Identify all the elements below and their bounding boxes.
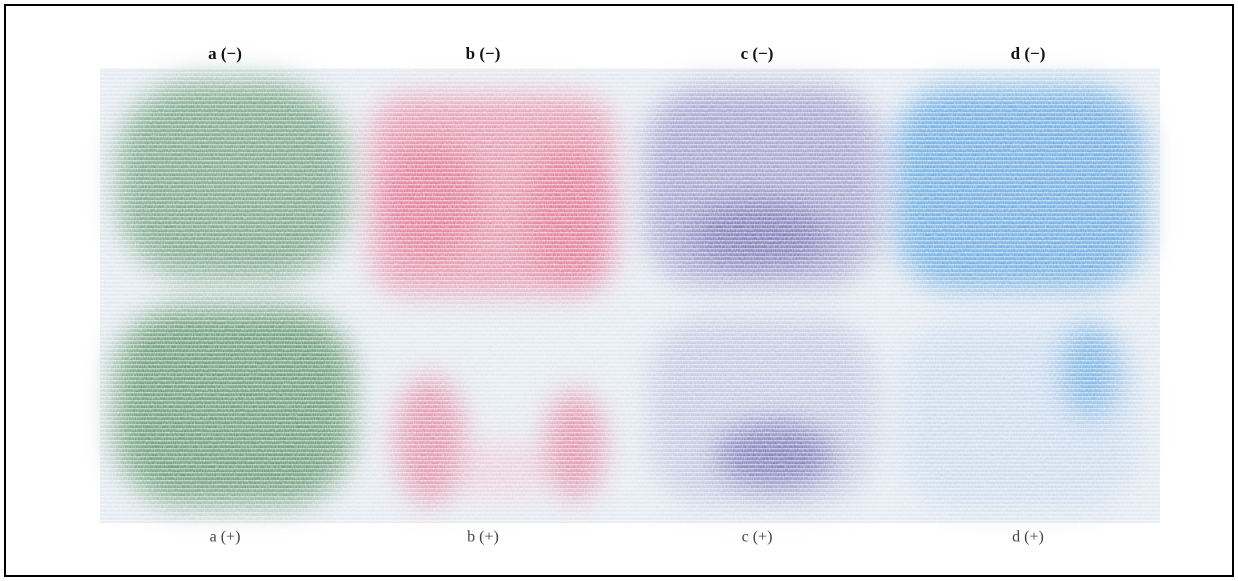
panel-top-label: d (−) <box>1011 44 1046 63</box>
panel-bottom-label: b (+) <box>467 529 499 546</box>
panel-top-label: c (−) <box>741 44 774 63</box>
panel-top-label: b (−) <box>466 44 501 63</box>
panel-bottom-label: a (+) <box>210 529 241 546</box>
panel-bottom-label: d (+) <box>1012 529 1044 546</box>
panel-top-label: a (−) <box>208 44 242 63</box>
panel-bottom-label: c (+) <box>742 529 773 546</box>
print-grain <box>100 68 1160 523</box>
figure: a (−) b (−) c (−) d (−) a (+) b (+) c (+… <box>0 0 1238 581</box>
